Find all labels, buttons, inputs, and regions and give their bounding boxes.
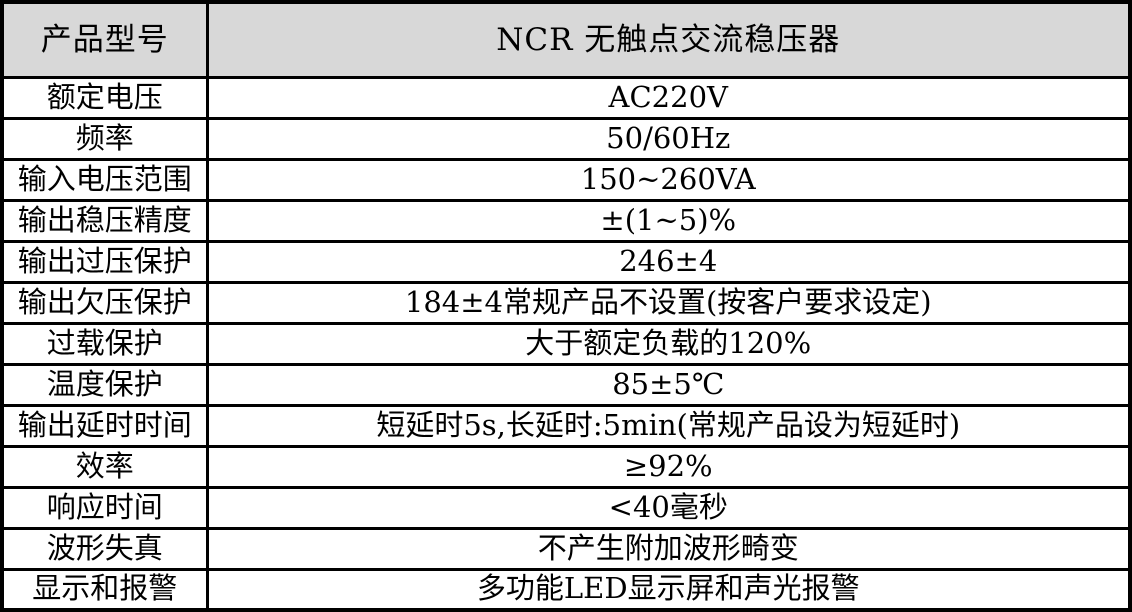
spec-value: ≥92% <box>205 444 1132 489</box>
spec-label: 波形失真 <box>0 526 209 571</box>
table-row: 输出延时时间 短延时5s,长延时:5min(常规产品设为短延时) <box>0 403 1132 448</box>
spec-value: 85±5℃ <box>205 362 1132 407</box>
spec-label: 输出延时时间 <box>0 403 209 448</box>
spec-value: 大于额定负载的120% <box>205 321 1132 366</box>
spec-label: 输出过压保护 <box>0 239 209 284</box>
spec-label: 额定电压 <box>0 75 209 120</box>
spec-label: 过载保护 <box>0 321 209 366</box>
spec-value: 184±4常规产品不设置(按客户要求设定) <box>205 280 1132 325</box>
spec-value: 246±4 <box>205 239 1132 284</box>
table-row: 额定电压 AC220V <box>0 75 1132 120</box>
header-label-cell: 产品型号 <box>0 0 209 79</box>
spec-label: 输出欠压保护 <box>0 280 209 325</box>
table-row: 响应时间 <40毫秒 <box>0 485 1132 530</box>
header-value-cell: NCR 无触点交流稳压器 <box>205 0 1132 79</box>
table-row: 输出稳压精度 ±(1~5)% <box>0 198 1132 243</box>
spec-value: 150~260VA <box>205 157 1132 202</box>
table-row: 输入电压范围 150~260VA <box>0 157 1132 202</box>
spec-label: 频率 <box>0 116 209 161</box>
table-row: 输出过压保护 246±4 <box>0 239 1132 284</box>
spec-value: <40毫秒 <box>205 485 1132 530</box>
spec-label: 响应时间 <box>0 485 209 530</box>
spec-label: 温度保护 <box>0 362 209 407</box>
spec-label: 效率 <box>0 444 209 489</box>
spec-value: AC220V <box>205 75 1132 120</box>
spec-value: 多功能LED显示屏和声光报警 <box>205 567 1132 612</box>
table-row: 频率 50/60Hz <box>0 116 1132 161</box>
table-row: 效率 ≥92% <box>0 444 1132 489</box>
table-header-row: 产品型号 NCR 无触点交流稳压器 <box>0 0 1132 79</box>
spec-value: 短延时5s,长延时:5min(常规产品设为短延时) <box>205 403 1132 448</box>
table-row: 过载保护 大于额定负载的120% <box>0 321 1132 366</box>
table-row: 温度保护 85±5℃ <box>0 362 1132 407</box>
spec-value: ±(1~5)% <box>205 198 1132 243</box>
spec-value: 50/60Hz <box>205 116 1132 161</box>
table-row: 输出欠压保护 184±4常规产品不设置(按客户要求设定) <box>0 280 1132 325</box>
spec-label: 输出稳压精度 <box>0 198 209 243</box>
spec-label: 显示和报警 <box>0 567 209 612</box>
spec-label: 输入电压范围 <box>0 157 209 202</box>
table-row: 显示和报警 多功能LED显示屏和声光报警 <box>0 567 1132 612</box>
table-row: 波形失真 不产生附加波形畸变 <box>0 526 1132 571</box>
spec-value: 不产生附加波形畸变 <box>205 526 1132 571</box>
